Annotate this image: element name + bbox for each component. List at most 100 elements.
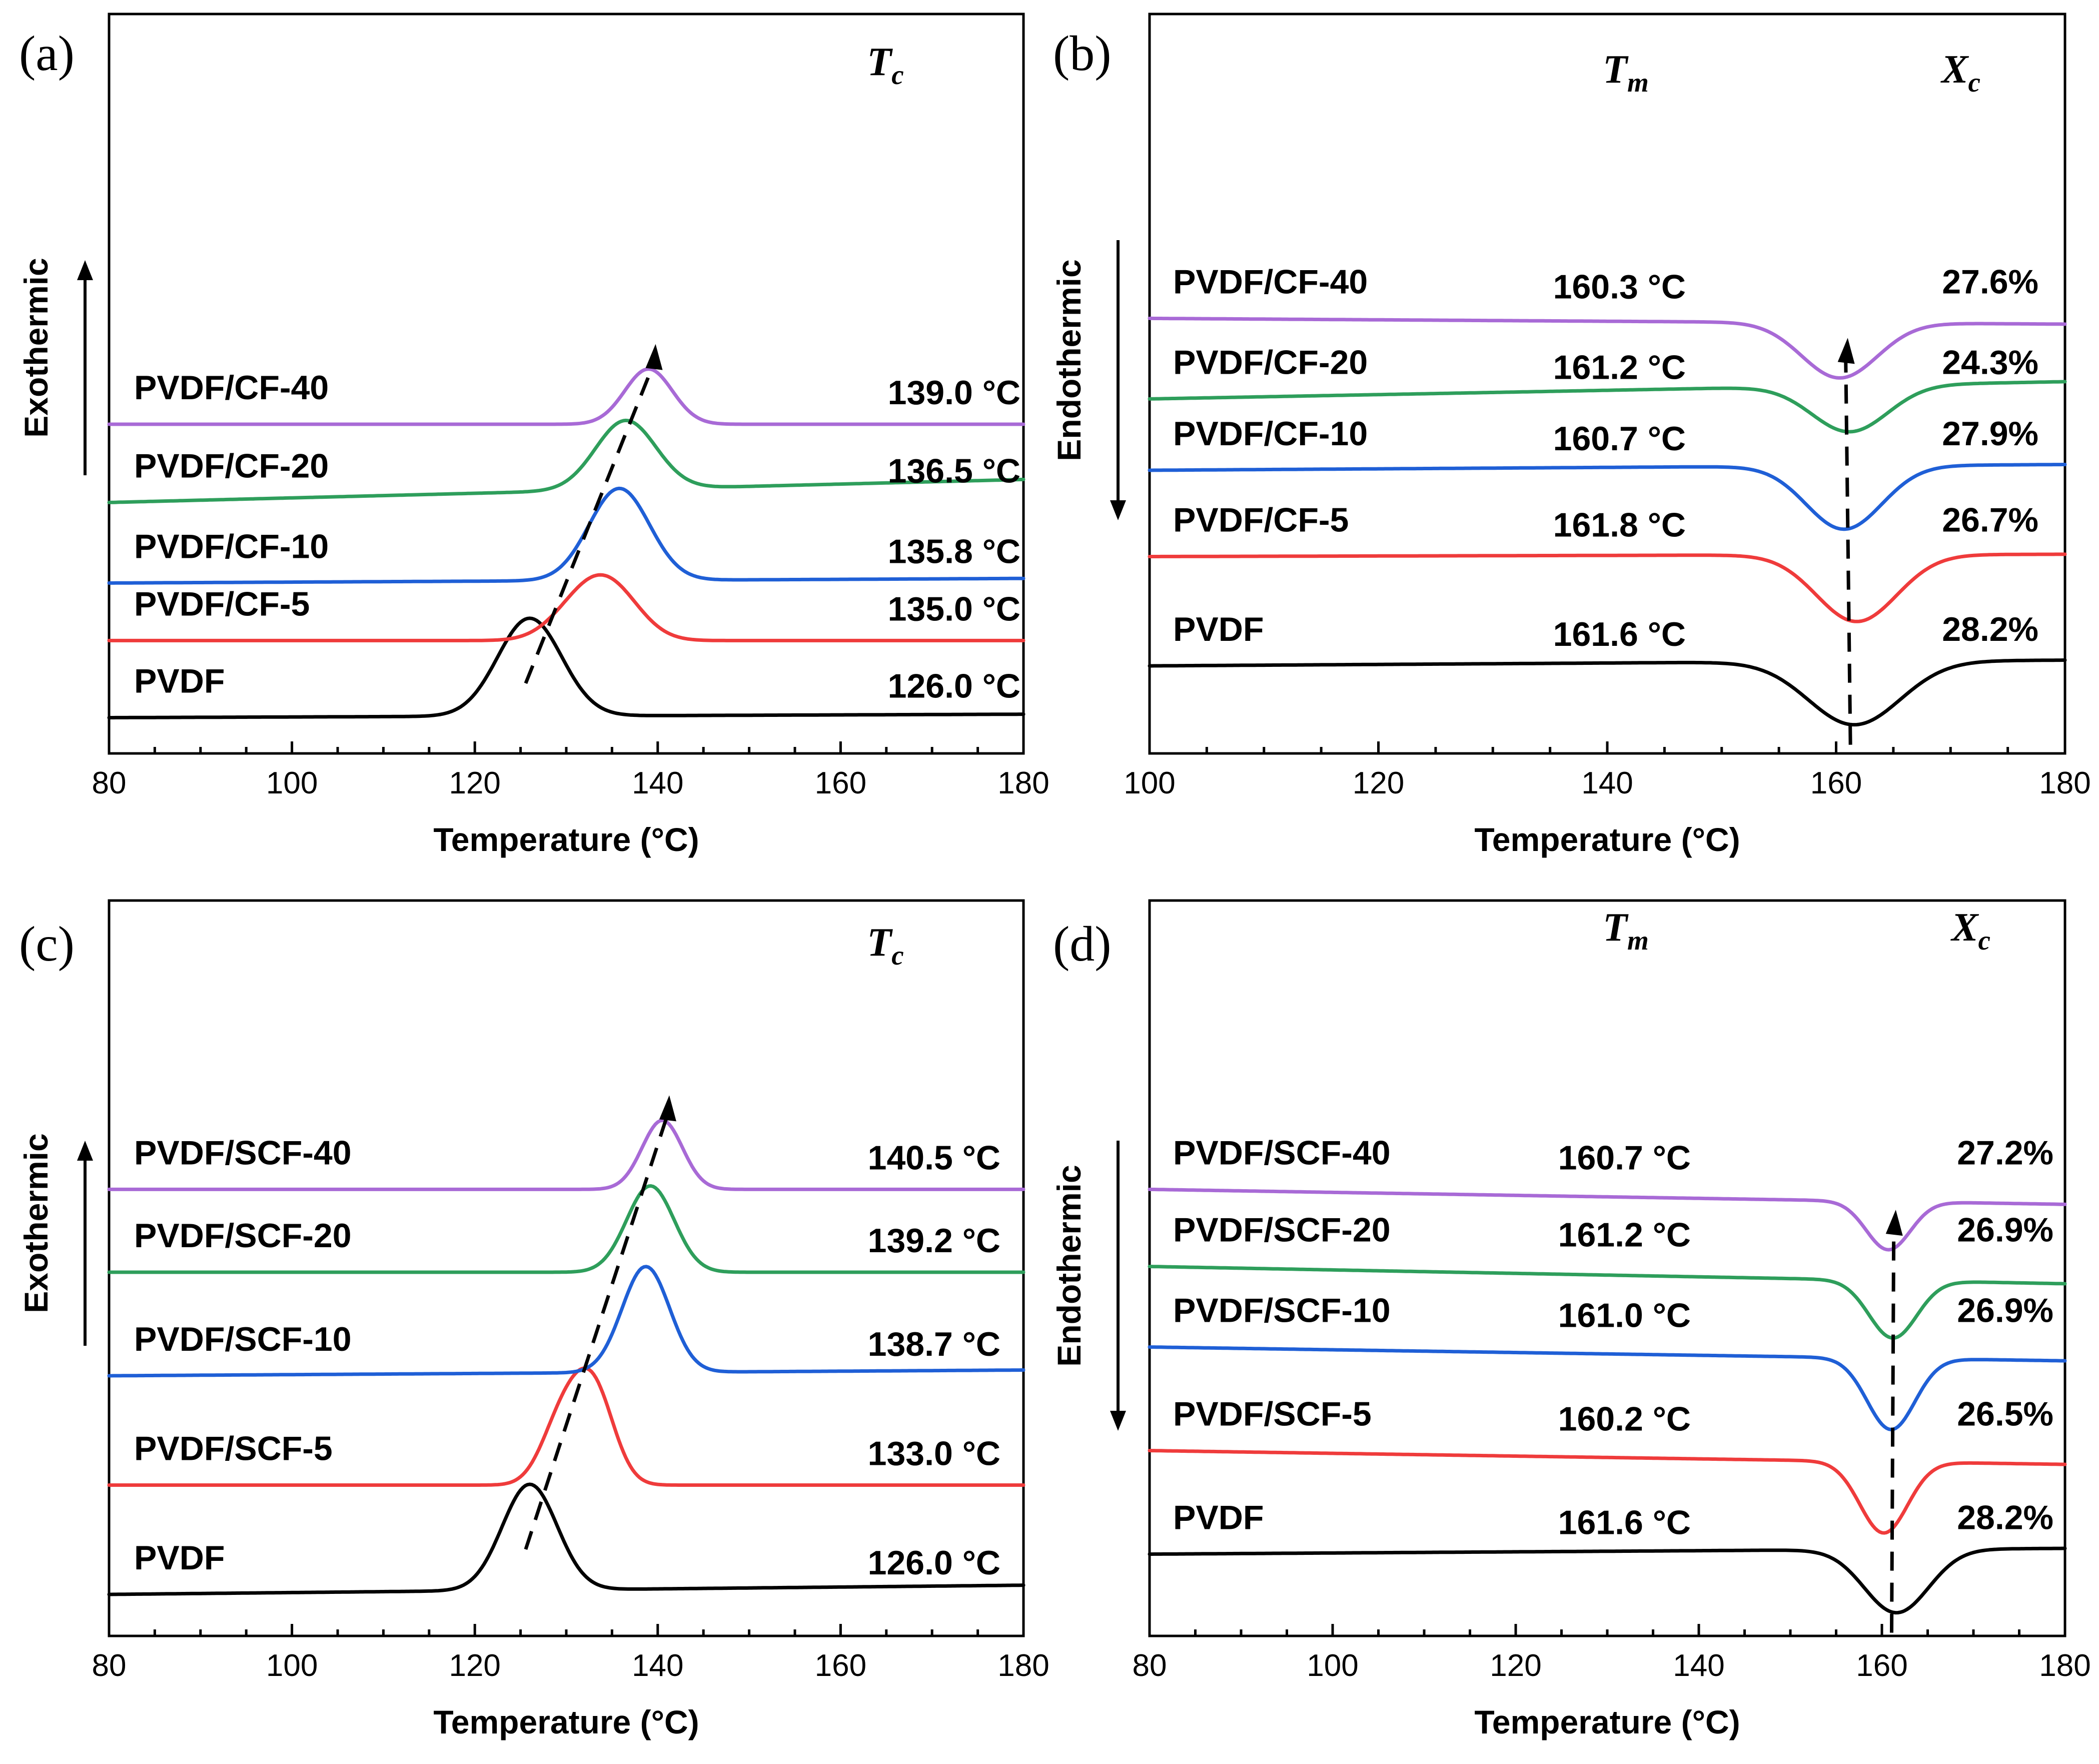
series-curve-pvdf-cf-20 xyxy=(107,418,1025,504)
peak-temp-label: 139.0 °C xyxy=(888,374,1020,412)
crystallinity-label: 26.9% xyxy=(1957,1292,2053,1330)
peak-temp-label: 161.6 °C xyxy=(1553,615,1686,653)
x-tick-label: 140 xyxy=(1673,1648,1724,1683)
peak-temp-label: 160.3 °C xyxy=(1553,268,1686,306)
series-curve-pvdf-cf-40 xyxy=(1148,316,2067,380)
series-label: PVDF/CF-20 xyxy=(1173,343,1368,381)
peak-temp-label: 161.8 °C xyxy=(1553,506,1686,544)
trend-arrow-head xyxy=(1885,1210,1903,1236)
series-curve-pvdf xyxy=(1148,1546,2067,1615)
series-curve-pvdf-cf-40 xyxy=(107,367,1025,426)
column-header: Tc xyxy=(867,40,903,90)
series-label: PVDF xyxy=(1173,610,1264,648)
x-tick-label: 140 xyxy=(1581,766,1633,800)
crystallinity-label: 26.5% xyxy=(1957,1395,2053,1433)
peak-temp-label: 161.6 °C xyxy=(1558,1504,1691,1542)
series-label: PVDF/CF-10 xyxy=(1173,415,1368,453)
peak-trend-line xyxy=(1889,1230,1896,1633)
series-curve-pvdf-cf-10 xyxy=(1148,463,2067,531)
panel-label: (b) xyxy=(1053,26,1112,81)
crystallinity-label: 26.9% xyxy=(1957,1211,2053,1249)
series-curve-pvdf xyxy=(1148,658,2067,727)
header-subscript: c xyxy=(1978,925,1990,956)
x-tick-label: 160 xyxy=(815,1648,866,1683)
crystallinity-label: 27.2% xyxy=(1957,1134,2053,1172)
series-label: PVDF/SCF-10 xyxy=(134,1320,352,1358)
trend-arrow-head xyxy=(645,344,663,370)
series-curve-pvdf-cf-5 xyxy=(107,573,1025,642)
series-label: PVDF xyxy=(134,1539,225,1577)
x-tick-label: 120 xyxy=(449,766,500,800)
panel-a: 80 100 120 140 160 180 Temperature (°C) Exother… xyxy=(18,13,1050,858)
header-subscript: m xyxy=(1627,67,1649,98)
series-label: PVDF/SCF-10 xyxy=(1173,1292,1391,1330)
header-subscript: m xyxy=(1627,925,1649,956)
x-tick-label: 140 xyxy=(632,1648,683,1683)
series-label: PVDF/CF-20 xyxy=(134,447,329,485)
column-header: Tm xyxy=(1603,48,1649,98)
peak-temp-label: 126.0 °C xyxy=(888,667,1020,705)
arrow-head xyxy=(1110,500,1126,520)
series-label: PVDF/SCF-40 xyxy=(134,1134,352,1172)
plot-frame xyxy=(108,899,1025,1637)
y-axis-title: Exothermic xyxy=(18,1133,55,1313)
x-tick-label: 160 xyxy=(815,766,866,800)
peak-trend-line xyxy=(1844,358,1852,745)
panel-label: (d) xyxy=(1053,916,1112,972)
header-symbol: T xyxy=(867,921,893,965)
x-tick-label: 100 xyxy=(266,1648,318,1683)
crystallinity-label: 24.3% xyxy=(1942,343,2038,381)
x-axis-title: Temperature (°C) xyxy=(433,1703,699,1740)
x-tick-label: 80 xyxy=(92,1648,127,1683)
x-tick-label: 120 xyxy=(1353,766,1404,800)
x-tick-label: 180 xyxy=(997,1648,1049,1683)
series-label: PVDF/SCF-20 xyxy=(134,1217,352,1255)
trend-arrow-head xyxy=(659,1095,676,1122)
peak-temp-label: 126.0 °C xyxy=(868,1544,1000,1582)
panel-d: 80 100 120 140 160 180 Temperature (°C) Endothe… xyxy=(1051,899,2091,1740)
crystallinity-label: 27.9% xyxy=(1942,415,2038,453)
panel-c: 80 100 120 140 160 180 Temperature (°C) Exother… xyxy=(18,899,1050,1740)
x-tick-label: 180 xyxy=(2039,1648,2090,1683)
peak-temp-label: 133.0 °C xyxy=(868,1435,1000,1473)
x-tick-label: 140 xyxy=(632,766,683,800)
series-curve-pvdf-scf-20 xyxy=(1148,1265,2067,1340)
series-curve-pvdf xyxy=(107,1482,1025,1596)
peak-trend-line xyxy=(524,363,655,684)
arrow-head xyxy=(77,1141,93,1161)
x-tick-label: 180 xyxy=(2039,766,2090,800)
header-subscript: c xyxy=(891,940,903,971)
column-header: Tm xyxy=(1603,906,1649,956)
panel-label: (c) xyxy=(19,916,75,972)
peak-temp-label: 135.8 °C xyxy=(888,532,1020,570)
series-curve-pvdf-cf-10 xyxy=(107,486,1025,585)
series-curve-pvdf-cf-20 xyxy=(1148,380,2067,434)
series-label: PVDF xyxy=(1173,1499,1264,1537)
x-axis-title: Temperature (°C) xyxy=(1474,821,1740,858)
peak-temp-label: 160.7 °C xyxy=(1553,420,1686,458)
series-label: PVDF/CF-40 xyxy=(1173,263,1368,301)
series-curve-pvdf-scf-40 xyxy=(107,1118,1025,1191)
series-curve-pvdf-scf-10 xyxy=(1148,1345,2067,1431)
peak-temp-label: 140.5 °C xyxy=(868,1139,1000,1177)
x-tick-label: 120 xyxy=(449,1648,500,1683)
series-curve-pvdf-scf-10 xyxy=(107,1265,1025,1378)
header-symbol: T xyxy=(1603,48,1629,92)
series-label: PVDF xyxy=(134,662,225,700)
header-symbol: T xyxy=(867,40,893,84)
y-axis-title: Endothermic xyxy=(1051,1165,1088,1366)
peak-temp-label: 160.2 °C xyxy=(1558,1400,1691,1438)
series-curve-pvdf-scf-20 xyxy=(107,1184,1025,1274)
xc-column-header: Xc xyxy=(1940,48,1980,98)
peak-trend-line xyxy=(524,1115,669,1550)
x-tick-label: 160 xyxy=(1856,1648,1907,1683)
arrow-head xyxy=(1110,1411,1126,1431)
panel-b: 100 120 140 160 180 Temperature (°C) Endotherm… xyxy=(1051,13,2091,858)
series-label: PVDF/CF-5 xyxy=(134,585,310,623)
x-tick-label: 80 xyxy=(1133,1648,1167,1683)
xc-column-header: Xc xyxy=(1950,906,1990,956)
peak-temp-label: 136.5 °C xyxy=(888,452,1020,490)
trend-arrow-head xyxy=(1837,338,1855,364)
series-curve-pvdf xyxy=(107,616,1025,719)
